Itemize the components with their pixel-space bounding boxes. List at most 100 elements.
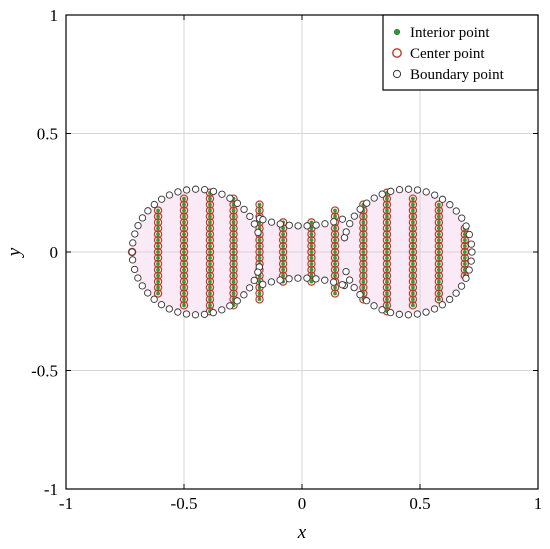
boundary-point	[413, 186, 422, 194]
center-point	[179, 241, 189, 251]
interior-point	[208, 202, 212, 207]
interior-point	[361, 285, 366, 290]
boundary-point	[395, 186, 404, 194]
boundary-point	[342, 267, 350, 276]
center-point	[179, 271, 189, 280]
center-point	[382, 271, 392, 280]
center-point	[205, 259, 215, 269]
boundary-point	[246, 212, 254, 221]
interior-point	[156, 226, 160, 231]
interior-point	[231, 220, 236, 225]
interior-point	[411, 238, 415, 243]
boundary-point	[254, 228, 262, 237]
interior-point	[309, 244, 314, 248]
boundary-point	[446, 295, 454, 304]
center-point	[153, 224, 163, 233]
center-point	[255, 247, 264, 257]
center-point	[205, 283, 215, 292]
center-point	[307, 230, 316, 239]
interior-point	[436, 250, 441, 254]
interior-point	[257, 238, 262, 243]
center-point	[179, 259, 189, 269]
center-point	[205, 253, 215, 263]
boundary-point	[128, 248, 136, 256]
interior-point	[156, 220, 160, 225]
center-point	[205, 277, 215, 286]
center-point	[408, 247, 418, 257]
interior-point	[257, 244, 262, 248]
center-point	[408, 253, 418, 263]
center-point	[205, 301, 215, 310]
center-point	[179, 247, 189, 257]
interior-point	[208, 238, 212, 243]
center-point	[434, 224, 444, 233]
center-point	[278, 241, 288, 251]
center-point	[179, 235, 189, 245]
boundary-point	[250, 220, 259, 228]
center-point	[229, 206, 238, 215]
center-point	[229, 235, 238, 245]
center-point	[205, 200, 215, 209]
boundary-point	[182, 310, 191, 318]
center-point	[179, 301, 189, 310]
center-point	[359, 224, 368, 233]
boundary-point	[462, 222, 470, 230]
center-point	[434, 253, 444, 263]
center-point	[382, 283, 392, 292]
boundary-point	[259, 216, 267, 224]
y-tick-label: -0.5	[31, 362, 58, 381]
interior-point	[333, 267, 337, 272]
interior-point	[208, 244, 212, 248]
interior-point	[208, 285, 212, 290]
center-point	[205, 218, 215, 227]
interior-point	[281, 250, 286, 254]
center-point	[229, 277, 238, 286]
interior-point	[309, 226, 314, 231]
center-point	[359, 241, 368, 251]
boundary-point	[356, 290, 364, 299]
x-axis-label: x	[297, 522, 307, 543]
boundary-point	[174, 308, 182, 316]
boundary-point	[144, 207, 152, 215]
center-point	[179, 289, 189, 298]
interior-point	[182, 220, 186, 225]
boundary-point	[134, 274, 142, 282]
boundary-point	[465, 266, 473, 274]
boundary-point	[303, 222, 311, 230]
center-point	[408, 224, 418, 233]
boundary-point	[345, 276, 354, 284]
interior-point	[462, 256, 467, 260]
center-point	[382, 253, 392, 263]
interior-point	[361, 244, 366, 248]
interior-point	[333, 232, 337, 237]
boundary-point	[285, 221, 293, 229]
center-point	[434, 247, 444, 257]
boundary-point	[285, 275, 293, 283]
interior-point	[182, 214, 186, 219]
center-point	[359, 277, 368, 286]
interior-point	[182, 267, 186, 272]
interior-point	[156, 238, 160, 243]
interior-point	[182, 196, 186, 201]
interior-point	[436, 202, 441, 207]
center-point	[179, 265, 189, 274]
interior-point	[411, 232, 415, 237]
center-point	[255, 295, 264, 304]
center-point	[382, 295, 392, 304]
boundary-point	[468, 248, 476, 256]
interior-point	[156, 285, 160, 290]
center-point	[229, 247, 238, 257]
boundary-point	[233, 199, 242, 207]
center-point	[434, 206, 444, 215]
interior-point	[411, 196, 415, 201]
interior-point	[436, 261, 441, 266]
legend: Interior point Center point Boundary poi…	[382, 14, 539, 91]
interior-point	[436, 208, 441, 213]
boundary-point	[138, 282, 146, 290]
interior-point	[156, 256, 160, 260]
interior-point	[231, 214, 236, 219]
center-point	[330, 241, 340, 251]
interior-point	[309, 250, 314, 254]
interior-point	[361, 214, 366, 219]
center-point	[229, 265, 238, 274]
